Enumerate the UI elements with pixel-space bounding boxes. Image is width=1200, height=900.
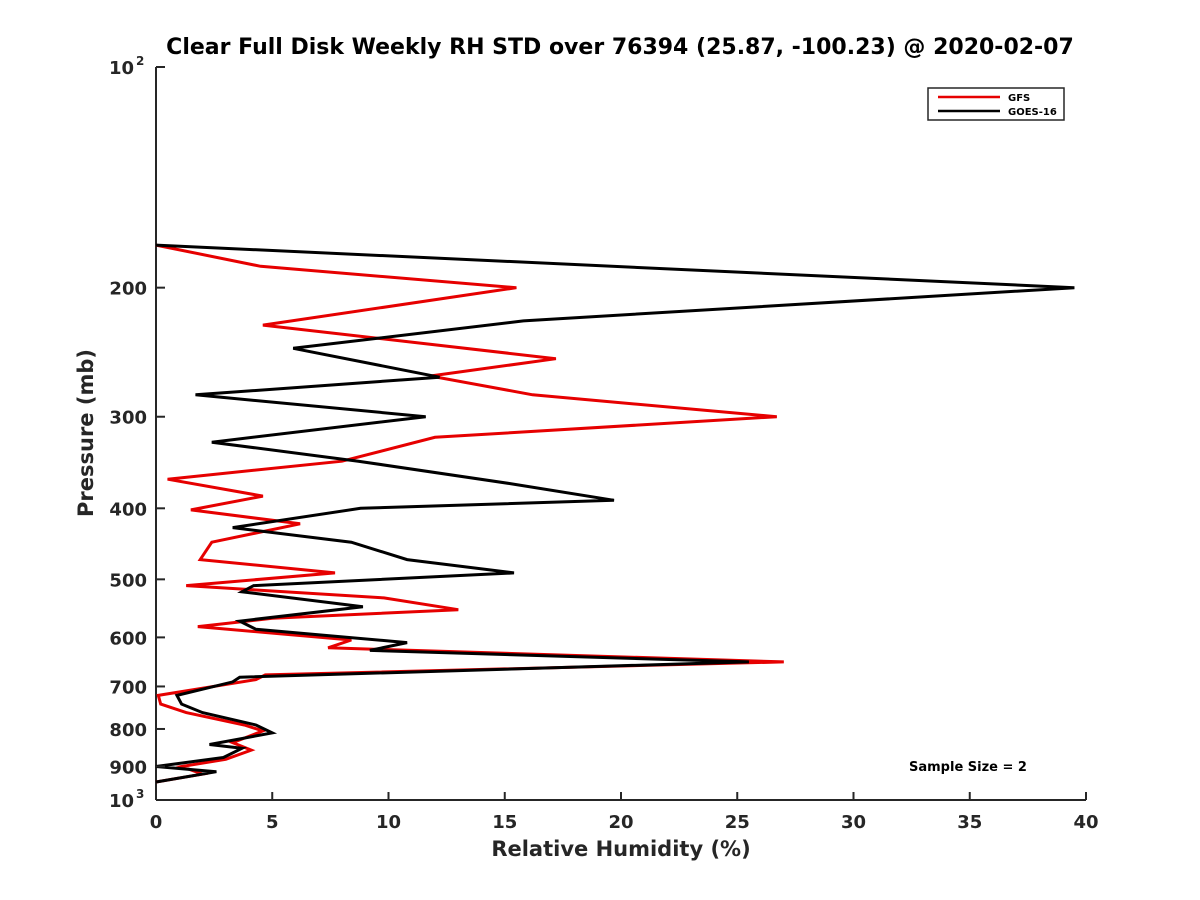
y-tick-exponent: 2 [136,54,144,68]
x-tick-label: 35 [957,812,982,833]
x-tick-label: 15 [492,812,517,833]
y-tick-label: 400 [109,499,147,520]
series-line-goes16 [155,243,1075,784]
x-axis-ticks: 0 5 10 15 20 25 30 35 40 [150,792,1099,833]
y-tick-label: 700 [109,677,147,698]
x-tick-label: 20 [608,812,633,833]
x-axis-label: Relative Humidity (%) [491,837,750,861]
y-tick-label: 600 [109,628,147,649]
x-tick-label: 40 [1073,812,1098,833]
y-tick-label: 10 [109,58,134,79]
y-tick-label: 200 [109,279,147,300]
series-line-gfs [155,243,784,784]
x-tick-label: 5 [266,812,279,833]
y-tick-label: 800 [109,720,147,741]
sample-size-annotation: Sample Size = 2 [909,760,1027,775]
x-tick-label: 0 [150,812,163,833]
x-tick-label: 30 [841,812,866,833]
series-layer [155,243,1075,784]
chart-title: Clear Full Disk Weekly RH STD over 76394… [166,35,1074,60]
y-tick-label: 10 [109,791,134,812]
y-tick-exponent: 3 [136,787,144,801]
x-tick-label: 25 [725,812,750,833]
plot-area: 0 5 10 15 20 25 30 35 40 10 220030040050060070080… [109,54,1099,833]
y-axis-label: Pressure (mb) [74,349,98,517]
legend: GFS GOES-16 [927,87,1065,121]
legend-label-goes16: GOES-16 [1008,107,1057,118]
y-tick-label: 900 [109,757,147,778]
x-tick-label: 10 [376,812,401,833]
y-tick-label: 300 [109,408,147,429]
legend-box [927,87,1065,121]
legend-label-gfs: GFS [1008,93,1030,104]
y-tick-label: 500 [109,570,147,591]
